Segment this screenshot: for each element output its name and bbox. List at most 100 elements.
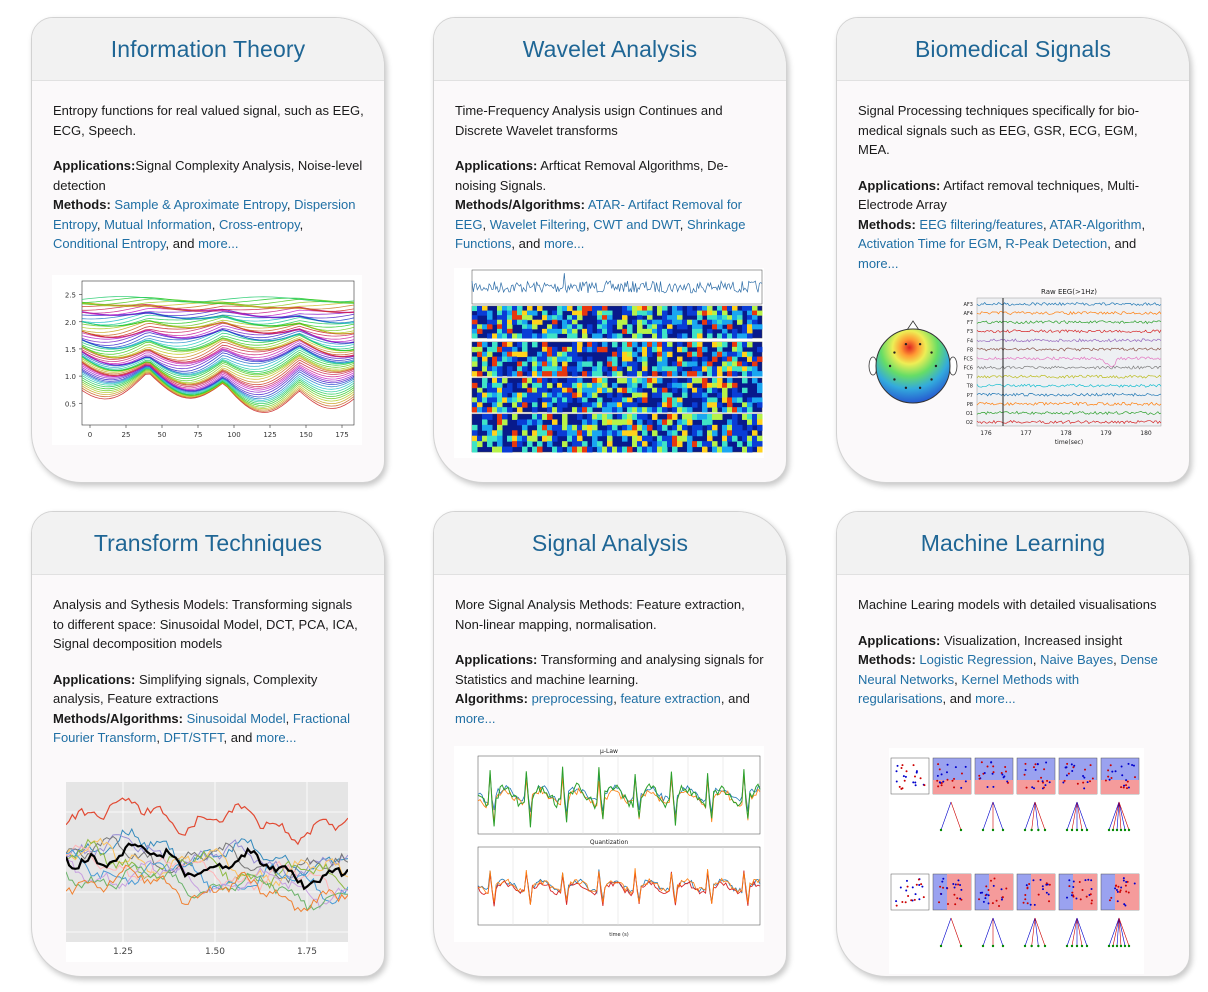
link-mutual-information[interactable]: Mutual Information <box>104 216 212 232</box>
scalogram-cell <box>577 356 583 362</box>
data-point <box>1119 889 1122 892</box>
scalogram-cell <box>747 424 753 431</box>
link-fractional-fourier[interactable]: Fractional Fourier Transform <box>53 710 350 746</box>
link-dense-neural-networks[interactable]: Dense Neural Networks <box>858 652 1158 687</box>
data-point <box>983 771 986 774</box>
applications-label: Applications: <box>53 671 136 687</box>
scalogram-cell <box>727 397 733 403</box>
link-atar[interactable]: ATAR- Artifact Removal for EEG <box>455 197 743 232</box>
tree-edge <box>992 801 1004 831</box>
link-dft-stft[interactable]: DFT/STFT <box>163 730 224 745</box>
scalogram-cell <box>697 392 703 398</box>
card-header: Machine Learning <box>837 512 1189 575</box>
applications-line: Applications: Artifact removal technique… <box>858 176 1169 215</box>
scalogram-cell <box>712 324 718 330</box>
card-title-information-theory[interactable]: Information Theory <box>110 35 306 62</box>
data-point <box>912 781 915 784</box>
more-link[interactable]: more... <box>975 691 1016 706</box>
more-link[interactable]: more... <box>198 236 239 251</box>
tree-edge <box>992 917 1004 947</box>
data-point <box>918 884 921 887</box>
scalogram-cell <box>497 346 503 353</box>
link-eeg-filtering[interactable]: EEG filtering/features <box>919 216 1043 232</box>
link-cross-entropy[interactable]: Cross-entropy <box>218 216 300 232</box>
data-point <box>1028 883 1031 886</box>
scalogram-cell <box>712 356 718 362</box>
scalogram-cell <box>747 351 753 358</box>
scalogram-cell <box>512 397 518 403</box>
scalogram-cell <box>547 414 553 420</box>
link-wavelet-filtering[interactable]: Wavelet Filtering <box>489 216 587 232</box>
scalogram-cell <box>547 435 553 442</box>
scalogram-cell <box>727 333 733 339</box>
data-point <box>957 883 960 886</box>
scalogram-cell <box>732 382 738 389</box>
link-atar-algorithm[interactable]: ATAR-Algorithm <box>1049 216 1142 232</box>
more-link[interactable]: more... <box>543 236 585 251</box>
scalogram-cell <box>497 371 503 377</box>
scalogram-cell <box>627 324 633 330</box>
scalogram-cell <box>702 366 708 372</box>
link-naive-bayes[interactable]: Naive Bayes <box>1040 652 1114 667</box>
scalogram-cell <box>667 342 673 348</box>
scalogram-cell <box>737 310 743 316</box>
link-kernel-methods[interactable]: Kernel Methods with regularisations <box>858 671 1080 707</box>
scalogram-cell <box>597 324 603 330</box>
scalogram-cell <box>717 319 723 325</box>
link-sinusoidal-model[interactable]: Sinusoidal Model <box>186 710 286 726</box>
card-title-wavelet-analysis[interactable]: Wavelet Analysis <box>522 35 698 62</box>
scalogram-cell <box>527 315 533 321</box>
scalogram-cell <box>557 371 563 377</box>
card-title-signal-analysis[interactable]: Signal Analysis <box>531 529 689 556</box>
scalogram-cell <box>597 315 603 321</box>
card-title-biomedical-signals[interactable]: Biomedical Signals <box>914 35 1112 62</box>
scalogram-cell <box>622 319 628 325</box>
scalogram-cell <box>517 306 523 312</box>
scalogram-cell <box>527 397 533 403</box>
scalogram-cell <box>702 361 708 367</box>
data-point <box>901 764 904 767</box>
scalogram-cell <box>592 366 598 372</box>
card-title-transform-techniques[interactable]: Transform Techniques <box>93 529 323 556</box>
scalogram-cell <box>647 310 653 316</box>
link-activation-time[interactable]: Activation Time for EGM <box>858 236 999 251</box>
scalogram-cell <box>617 319 623 325</box>
scalogram-cell <box>592 441 598 448</box>
more-link[interactable]: more... <box>455 710 496 726</box>
scalogram-cell <box>512 319 518 325</box>
link-conditional-entropy[interactable]: Conditional Entropy <box>53 236 166 251</box>
scalogram-cell <box>757 424 763 431</box>
link-preprocessing[interactable]: preprocessing <box>531 691 614 706</box>
link-sample-approximate-entropy[interactable]: Sample & Aproximate Entropy <box>114 197 287 212</box>
scalogram-cell <box>522 446 528 453</box>
scalogram-cell <box>692 441 698 448</box>
scalogram-cell <box>552 407 558 413</box>
card-title-machine-learning[interactable]: Machine Learning <box>920 529 1106 556</box>
link-dispersion-entropy[interactable]: Dispersion Entropy <box>53 197 356 232</box>
scalogram-cell <box>732 419 738 426</box>
data-point <box>1119 890 1122 893</box>
data-point <box>978 774 981 777</box>
scalogram-cell <box>662 397 668 403</box>
more-link[interactable]: more... <box>858 255 899 271</box>
link-r-peak-detection[interactable]: R-Peak Detection <box>1005 236 1108 251</box>
scalogram-cell <box>537 371 543 377</box>
scalogram-cell <box>707 366 713 372</box>
scalogram-cell <box>707 419 713 426</box>
more-link[interactable]: more... <box>256 730 297 745</box>
x-tick-label: 176 <box>980 430 992 437</box>
channel-label: F4 <box>967 338 973 344</box>
x-axis-label: time (s) <box>609 932 628 938</box>
scalogram-cell <box>582 310 588 316</box>
data-point <box>953 893 956 896</box>
link-feature-extraction[interactable]: feature extraction <box>620 691 721 706</box>
link-shrinkage-functions[interactable]: Shrinkage Functions <box>455 216 746 252</box>
scalogram-cell <box>537 387 543 394</box>
scalogram-cell <box>577 310 583 316</box>
scalogram-cell <box>552 356 558 362</box>
scalogram-cell <box>527 387 533 394</box>
card-header: Biomedical Signals <box>837 18 1189 81</box>
scalogram-cell <box>697 414 703 420</box>
link-cwt-dwt[interactable]: CWT and DWT <box>593 216 680 232</box>
link-logistic-regression[interactable]: Logistic Regression <box>919 652 1033 667</box>
